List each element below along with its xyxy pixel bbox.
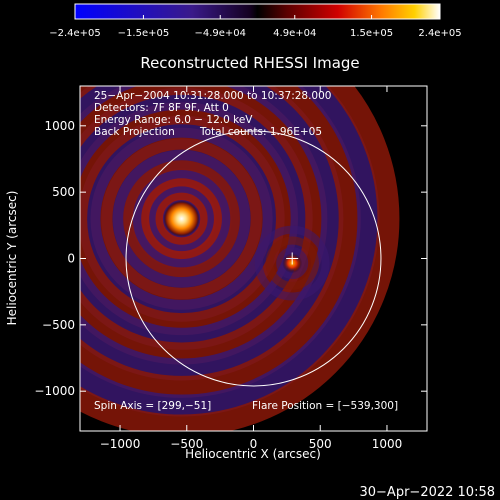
ripple-ring [276,247,309,280]
colorbar-tick-label: −1.5e+05 [118,28,170,39]
colorbar [74,3,441,20]
ripple-ring [80,86,361,398]
y-axis-label: Heliocentric Y (arcsec) [5,191,19,326]
annotation-total-counts: Total counts: 1.96E+05 [199,126,322,138]
ripple-ring [90,127,273,310]
ripple-ring [265,236,319,290]
annotation-flare-position: Flare Position = [−539,300] [252,400,398,412]
y-tick-label: −500 [42,318,75,332]
solar-limb-circle [125,130,382,387]
y-axis-ticks: −1000 −500 0 500 1000 [34,119,427,398]
x-tick-label: 500 [309,437,332,451]
ripple-ring [80,86,380,417]
y-tick-label: −1000 [34,384,75,398]
colorbar-tick-label: 2.4e+05 [418,28,461,39]
colorbar-tick-label: 4.9e+04 [273,28,316,39]
annotation-energy-range: Energy Range: 6.0 − 12.0 keV [94,114,253,126]
annotation-spin-axis: Spin Axis = [299,−51] [94,400,211,412]
ripple-ring [80,115,285,322]
colorbar-tick-label: −2.4e+05 [49,28,101,39]
y-tick-label: 0 [67,252,75,266]
annotation-method: Back Projection [94,126,175,138]
x-axis-ticks: −1000 −500 0 500 1000 [100,86,402,451]
flare-source-primary [163,200,200,237]
y-tick-label: 500 [52,185,75,199]
colorbar-ticks: −2.4e+05 −1.5e+05 −4.9e+04 4.9e+04 1.5e+05 2.… [49,15,462,39]
colorbar-tick-label: −4.9e+04 [194,28,246,39]
ripple-ring [254,225,330,301]
chart-title: Reconstructed RHESSI Image [140,54,359,72]
ripple-ring [80,86,328,365]
flare-position-marker [286,252,299,265]
x-tick-label: 1000 [372,437,403,451]
y-tick-label: 1000 [44,119,75,133]
x-axis-label: Heliocentric X (arcsec) [185,447,321,461]
footer-date: 30−Apr−2022 10:58 [360,485,496,500]
ripple-ring [80,102,298,336]
ripple-ring [80,87,313,350]
ripple-ring [80,86,400,431]
x-tick-label: −1000 [100,437,141,451]
annotation-time-range: 25−Apr−2004 10:31:28.000 to 10:37:28.000 [94,90,331,102]
ripple-ring [80,86,344,381]
annotation-detectors: Detectors: 7F 8F 9F, Att 0 [94,102,229,114]
colorbar-tick-label: 1.5e+05 [350,28,393,39]
x-tick-label: −500 [170,437,203,451]
x-tick-label: 0 [250,437,258,451]
